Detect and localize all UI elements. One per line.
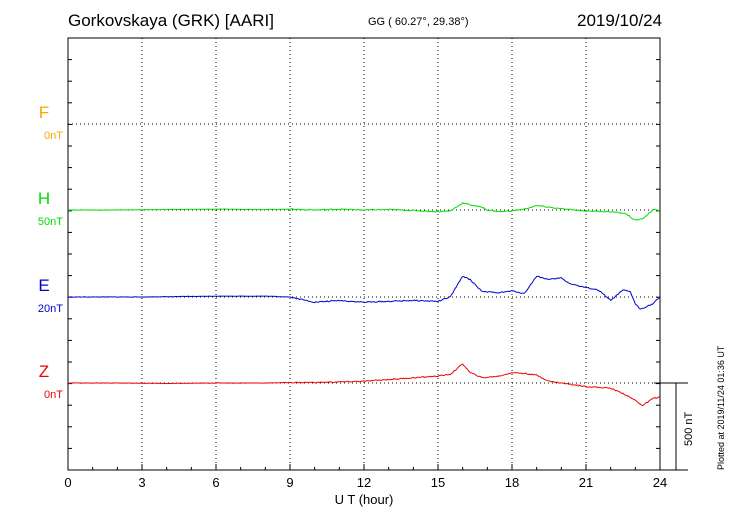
x-tick-label: 15 (431, 475, 445, 490)
series-h-line (67, 201, 661, 221)
x-axis-ticks: 0 3 6 9 12 15 18 21 24 (64, 37, 667, 490)
series-z-name: Z (39, 362, 49, 381)
x-tick-label: 9 (286, 475, 293, 490)
chart-date: 2019/10/24 (577, 11, 663, 30)
series-h-baseline-label: 50nT (38, 216, 63, 228)
series-e-name: E (38, 276, 49, 295)
series-z-baseline-label: 0nT (44, 389, 63, 401)
series-h-name: H (38, 189, 50, 208)
x-tick-label: 6 (212, 475, 219, 490)
station-title: Gorkovskaya (GRK) [AARI] (68, 11, 274, 30)
grid (68, 38, 660, 470)
x-axis-label: U T (hour) (335, 492, 394, 507)
x-tick-label: 3 (138, 475, 145, 490)
series-labels: F 0nT H 50nT E 20nT Z 0nT (38, 103, 63, 401)
x-tick-label: 0 (64, 475, 71, 490)
series-e-baseline-label: 20nT (38, 303, 63, 315)
x-tick-label: 24 (653, 475, 667, 490)
x-tick-label: 21 (579, 475, 593, 490)
series-f-name: F (39, 103, 49, 122)
scale-bar-label: 500 nT (683, 411, 695, 446)
series-z-line (67, 363, 661, 407)
series-e-line (67, 275, 661, 310)
x-tick-label: 12 (357, 475, 371, 490)
series-group (67, 201, 661, 407)
scale-bar: 500 nT (654, 382, 695, 471)
station-coordinates: GG ( 60.27°, 29.38°) (368, 16, 469, 28)
series-f-baseline-label: 0nT (44, 130, 63, 142)
plotted-timestamp: Plotted at 2019/11/24 01:36 UT (716, 345, 726, 470)
x-tick-label: 18 (505, 475, 519, 490)
